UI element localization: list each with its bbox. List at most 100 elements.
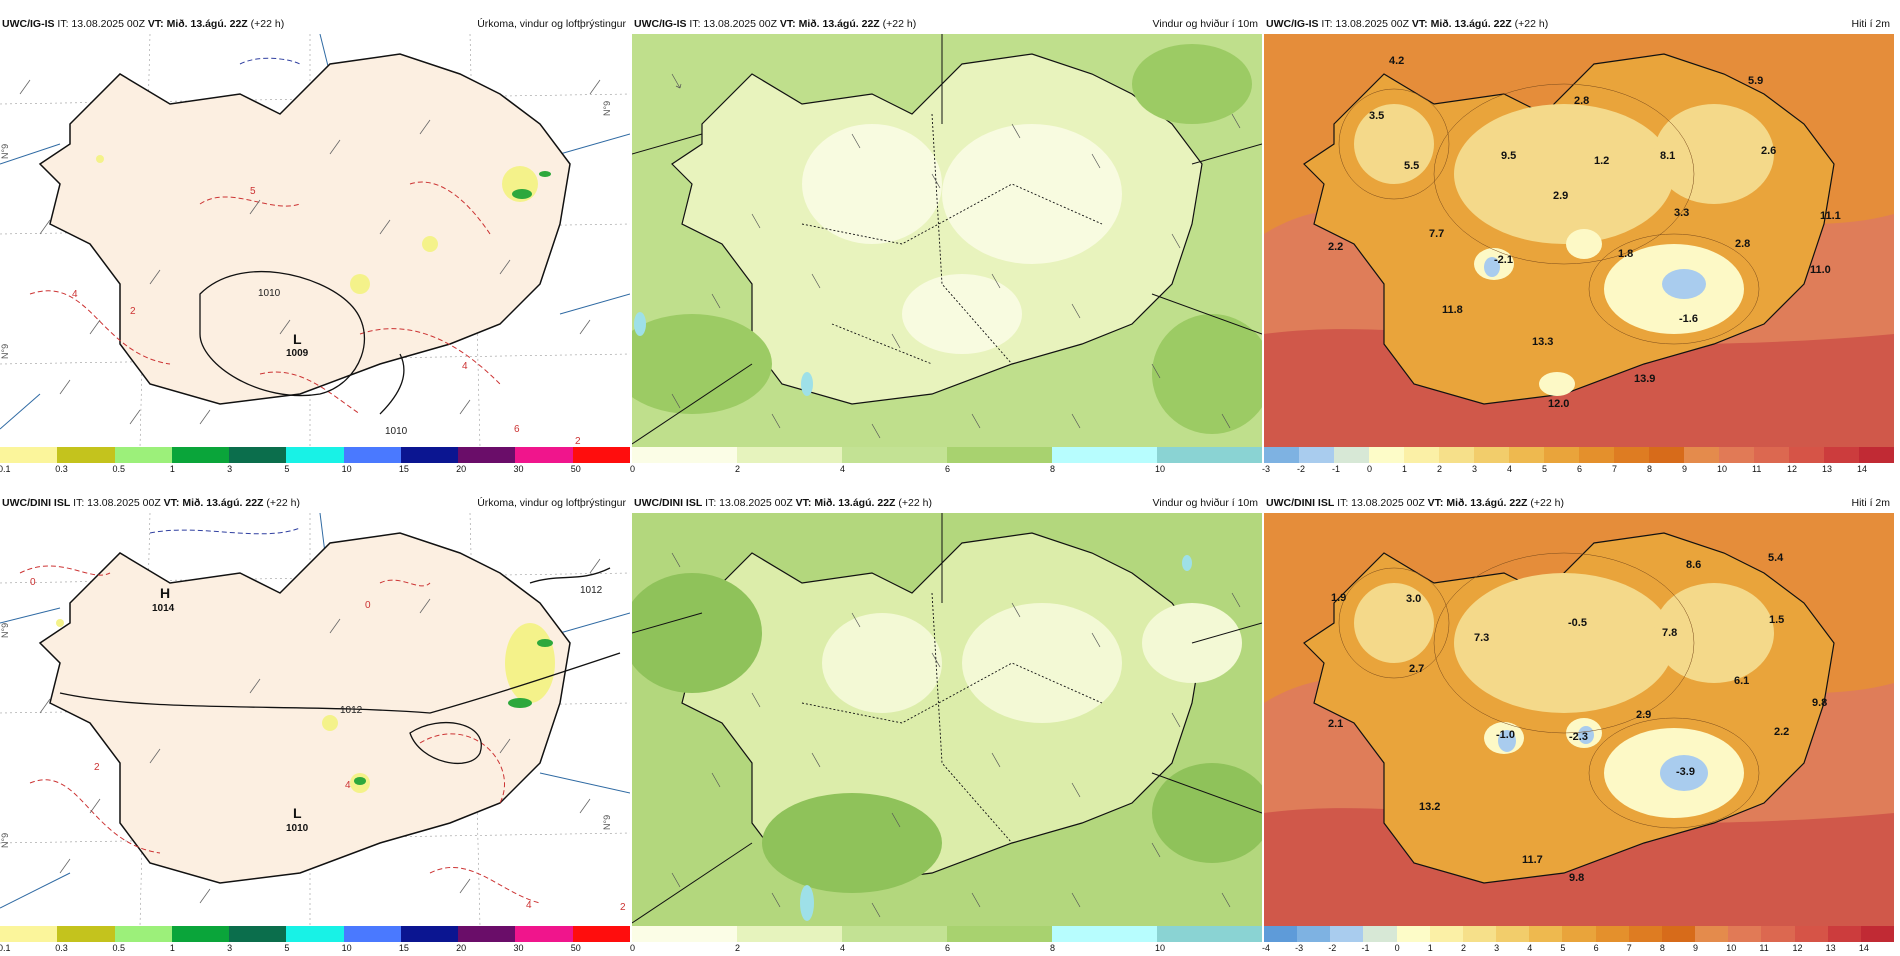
valid-time: VT: Mið. 13.ágú. 22Z <box>1411 18 1512 30</box>
colorbar-swatch <box>1052 447 1157 463</box>
colorbar-tick-label: -2 <box>1297 464 1306 474</box>
lead-time: (+22 h) <box>898 497 932 509</box>
colorbar-swatch <box>572 447 630 463</box>
colorbar-swatch <box>0 447 58 463</box>
temperature-map[interactable]: 8.6 5.4 1.9 3.0 -0.5 7.3 7.8 1.5 2.7 6.1… <box>1264 513 1894 926</box>
colorbar-swatch <box>1695 926 1729 942</box>
temp-label: 8.6 <box>1686 559 1701 571</box>
colorbar-tick-label: 13 <box>1822 464 1833 474</box>
colorbar-swatch <box>1544 447 1579 463</box>
colorbar-swatch <box>458 447 516 463</box>
ridge-label: N°9 <box>602 815 612 830</box>
contour-label: 2 <box>620 902 626 913</box>
colorbar-swatch <box>1496 926 1530 942</box>
colorbar-tick-label: 6 <box>1593 943 1599 953</box>
temp-label: -1.6 <box>1679 313 1698 325</box>
colorbar-swatch <box>1579 447 1614 463</box>
temp-label: 11.7 <box>1522 854 1543 866</box>
temp-label: 12.0 <box>1548 398 1569 410</box>
colorbar-tick-label: 1 <box>1427 943 1433 953</box>
colorbar-swatch <box>343 447 401 463</box>
precip-map[interactable]: 1012 1012 H 1014 L 1010 0 0 2 4 4 2 N°9 … <box>0 513 630 926</box>
colorbar-swatch <box>1754 447 1789 463</box>
precip-map[interactable]: 1010 1010 L 1009 4 2 4 6 2 5 N°9 N°9 N°9 <box>0 34 630 447</box>
temp-label: 2.2 <box>1774 726 1789 738</box>
pressure-centre-value: 1010 <box>286 823 309 834</box>
colorbar-tick-label: 9 <box>1682 464 1688 474</box>
colorbar-swatch <box>114 926 172 942</box>
contour-label: 2 <box>130 306 136 317</box>
colorbar-tick-label: 6 <box>1577 464 1583 474</box>
temp-label: 2.9 <box>1636 709 1651 721</box>
panel-header: UWC/DINI ISL IT: 13.08.2025 00Z VT: Mið.… <box>0 493 630 513</box>
colorbar-swatch <box>1628 926 1662 942</box>
model-name: UWC/DINI ISL <box>634 497 703 509</box>
init-time: IT: 13.08.2025 00Z <box>57 18 145 30</box>
temp-label: 13.3 <box>1532 336 1553 348</box>
colorbar-tick-label: 10 <box>341 464 352 474</box>
temp-label: 5.9 <box>1748 75 1763 87</box>
colorbar-swatch <box>1264 926 1298 942</box>
colorbar-swatch <box>57 926 115 942</box>
colorbar-swatch <box>1728 926 1762 942</box>
colorbar-tick-label: 8 <box>1050 464 1056 474</box>
colorbar-tick-label: 5 <box>284 943 290 953</box>
contour-label: 6 <box>514 424 520 435</box>
valid-time: VT: Mið. 13.ágú. 22Z <box>779 18 880 30</box>
colorbar-tick-label: 6 <box>945 464 951 474</box>
colorbar-tick-label: 9 <box>1693 943 1699 953</box>
temp-label: 9.5 <box>1501 150 1516 162</box>
colorbar-tick-label: 1 <box>1402 464 1408 474</box>
colorbar-swatch <box>400 447 459 463</box>
colorbar-tick-label: 5 <box>284 464 290 474</box>
colorbar-swatch <box>229 447 287 463</box>
temperature-colorbar <box>1264 926 1894 942</box>
temp-label: 5.5 <box>1404 160 1419 172</box>
colorbar-tick-label: 2 <box>1460 943 1466 953</box>
temp-label: 1.2 <box>1594 155 1609 167</box>
colorbar-swatch <box>1439 447 1474 463</box>
temp-label: 2.8 <box>1735 238 1750 250</box>
colorbar-tick-label: 8 <box>1659 943 1665 953</box>
panel-title: Úrkoma, vindur og loftþrýstingur <box>477 18 626 30</box>
colorbar-tick-label: 3 <box>1494 943 1500 953</box>
panel-title: Hiti í 2m <box>1851 18 1890 30</box>
temp-label: 9.8 <box>1812 697 1827 709</box>
precip-colorbar <box>0 447 630 463</box>
precip-colorbar-ticks: 0.1 0.3 0.5 1 3 5 10 15 20 30 50 <box>0 943 630 955</box>
wind-map[interactable] <box>632 34 1262 447</box>
colorbar-tick-label: 14 <box>1857 464 1868 474</box>
contour-label: 4 <box>345 780 351 791</box>
colorbar-swatch <box>1824 447 1859 463</box>
colorbar-swatch <box>1330 926 1364 942</box>
pressure-centre-value: 1009 <box>286 348 309 359</box>
temp-label: -1.0 <box>1496 729 1515 741</box>
colorbar-swatch <box>1396 926 1430 942</box>
temp-label: -2.3 <box>1569 731 1588 743</box>
colorbar-swatch <box>1474 447 1509 463</box>
temperature-map[interactable]: 4.2 3.5 5.5 9.5 2.8 1.2 8.1 5.9 2.6 2.9 … <box>1264 34 1894 447</box>
colorbar-tick-label: 20 <box>456 943 467 953</box>
colorbar-swatch <box>842 447 947 463</box>
temp-label: 4.2 <box>1389 55 1404 67</box>
colorbar-tick-label: -3 <box>1295 943 1304 953</box>
colorbar-swatch <box>1684 447 1719 463</box>
colorbar-tick-label: 0 <box>630 943 636 953</box>
colorbar-tick-label: 0.1 <box>0 943 11 953</box>
colorbar-tick-label: 12 <box>1792 943 1803 953</box>
temp-label: 9.8 <box>1569 872 1584 884</box>
colorbar-swatch <box>1719 447 1754 463</box>
colorbar-swatch <box>1562 926 1596 942</box>
colorbar-tick-label: -1 <box>1361 943 1370 953</box>
colorbar-tick-label: 0 <box>1394 943 1400 953</box>
model-name: UWC/IG-IS <box>2 18 55 30</box>
colorbar-swatch <box>1649 447 1684 463</box>
wind-map[interactable] <box>632 513 1262 926</box>
colorbar-swatch <box>1827 926 1861 942</box>
colorbar-tick-label: 2 <box>735 943 741 953</box>
colorbar-swatch <box>947 447 1052 463</box>
contour-label: 0 <box>365 600 371 611</box>
colorbar-swatch <box>114 447 172 463</box>
model-name: UWC/IG-IS <box>634 18 687 30</box>
temperature-value-labels: 8.6 5.4 1.9 3.0 -0.5 7.3 7.8 1.5 2.7 6.1… <box>1328 552 1827 884</box>
